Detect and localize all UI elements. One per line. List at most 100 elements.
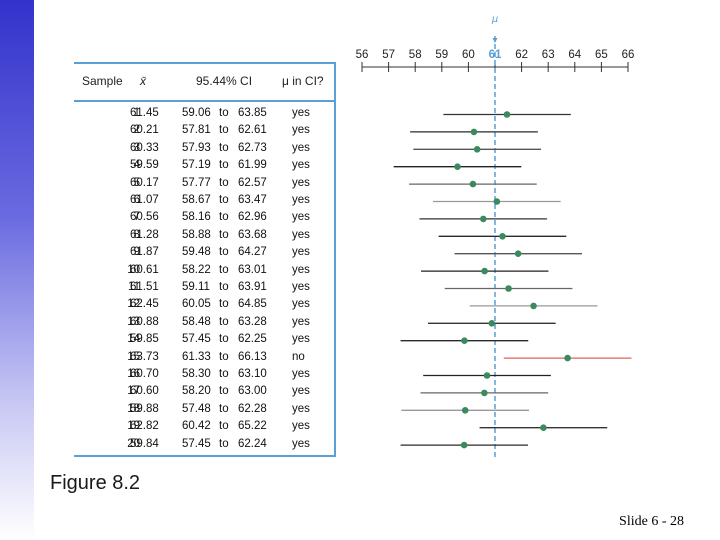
sample-mean-dot [461, 407, 469, 414]
sample-mean: 60.60 [130, 385, 159, 398]
ci-upper: 63.68 [238, 228, 267, 241]
ci-upper: 62.73 [238, 141, 267, 154]
ci-lower: 59.48 [182, 246, 211, 259]
header-sample: Sample [82, 74, 123, 88]
sample-number: 20 [127, 437, 140, 450]
sample-mean: 60.56 [130, 211, 159, 224]
sample-number: 2 [133, 124, 140, 137]
ci-lower: 57.81 [182, 124, 211, 137]
ci-upper: 63.91 [238, 281, 267, 293]
table-bottom-rule [74, 455, 334, 457]
sample-mean-dot [493, 198, 501, 205]
sample-mean: 59.85 [130, 333, 159, 346]
mu-label: μ [491, 14, 498, 25]
mu-in-ci: yes [292, 211, 310, 224]
ci-to: to [219, 228, 229, 241]
sample-number: 19 [127, 420, 140, 433]
mu-arrow-icon [492, 38, 498, 43]
sample-mean: 61.45 [130, 107, 159, 119]
ci-upper: 62.61 [238, 124, 267, 137]
sample-mean-dot [479, 215, 487, 223]
mu-in-ci: yes [292, 159, 310, 172]
ci-upper: 63.01 [238, 263, 267, 276]
ci-upper: 66.13 [238, 350, 267, 363]
ci-lower: 57.45 [182, 437, 211, 450]
table-row: 6 61.07 58.67 to 63.47 yes [74, 193, 334, 210]
slide-number: Slide 6 - 28 [619, 514, 684, 529]
ci-upper: 62.24 [238, 437, 267, 450]
mu-in-ci: yes [292, 246, 310, 259]
sample-mean: 59.88 [130, 402, 159, 415]
sample-number: 1 [133, 107, 140, 119]
ci-to: to [219, 315, 229, 328]
sample-mean-dot [481, 389, 488, 397]
sample-number: 18 [127, 402, 140, 415]
header-xbar: x̄ [140, 74, 146, 88]
ci-to: to [219, 298, 229, 311]
ci-lower: 60.42 [182, 420, 211, 433]
ci-to: to [219, 194, 229, 206]
ci-lower: 58.30 [182, 368, 211, 380]
sample-mean: 61.28 [130, 228, 159, 241]
mu-in-ci: yes [292, 281, 310, 293]
ci-to: to [219, 124, 229, 137]
sample-mean: 61.07 [130, 194, 159, 206]
header-ci: 95.44% CI [196, 74, 253, 88]
x-tick-label: 64 [568, 49, 581, 61]
ci-to: to [219, 402, 229, 415]
sample-mean-dot [469, 180, 477, 188]
sample-number: 4 [133, 159, 140, 172]
ci-lower: 58.48 [182, 315, 211, 328]
figure-label: Figure 8.2 [50, 472, 141, 494]
table-row: 2 60.21 57.81 to 62.61 yes [74, 123, 334, 140]
table-row: 9 61.87 59.48 to 64.27 yes [74, 245, 334, 262]
sample-mean-dot [564, 354, 571, 362]
ci-lower: 57.93 [182, 141, 211, 154]
sample-number: 5 [133, 176, 140, 189]
table-top-rule [74, 62, 334, 64]
mu-in-ci: yes [292, 315, 310, 328]
ci-lower: 57.19 [182, 159, 211, 172]
mu-in-ci: yes [292, 263, 310, 276]
ci-to: to [219, 176, 229, 189]
sample-number: 14 [127, 333, 140, 346]
mu-in-ci: no [292, 350, 305, 363]
sample-mean: 59.84 [130, 437, 159, 450]
sample-number: 6 [133, 194, 140, 206]
table-row: 14 59.85 57.45 to 62.25 yes [74, 332, 334, 349]
table-row: 11 61.51 59.11 to 63.91 yes [74, 280, 334, 297]
ci-lower: 57.48 [182, 402, 211, 415]
sample-mean-dot [460, 441, 468, 449]
ci-to: to [219, 246, 229, 259]
sample-number: 12 [127, 298, 140, 311]
ci-to: to [219, 141, 229, 154]
ci-to: to [219, 350, 229, 363]
sample-mean-dot [481, 267, 488, 275]
ci-lower: 58.22 [182, 263, 211, 276]
sample-mean: 62.82 [130, 420, 159, 433]
ci-lower: 60.05 [182, 298, 211, 311]
sample-mean: 61.87 [130, 246, 159, 259]
ci-lower: 58.67 [182, 194, 211, 206]
sample-number: 7 [133, 211, 140, 224]
ci-upper: 63.00 [238, 385, 267, 398]
sample-number: 17 [127, 385, 140, 398]
ci-upper: 62.57 [238, 176, 267, 189]
sample-mean: 63.73 [130, 350, 159, 363]
sample-mean-dot [530, 302, 537, 310]
ci-lower: 57.77 [182, 176, 211, 189]
table-row: 15 63.73 61.33 to 66.13 no [74, 350, 334, 367]
ci-lower: 57.45 [182, 333, 211, 346]
table-row: 1 61.45 59.06 to 63.85 yes [74, 106, 334, 123]
sample-mean: 59.59 [130, 159, 159, 172]
sample-number: 10 [127, 263, 140, 276]
sample-number: 15 [127, 350, 140, 363]
sample-mean-dot [454, 163, 461, 170]
mu-in-ci: yes [292, 385, 310, 398]
ci-to: to [219, 420, 229, 433]
sample-mean-dot [503, 111, 511, 118]
x-tick-label: 57 [382, 49, 395, 61]
sample-mean-dot [514, 250, 522, 257]
ci-upper: 63.28 [238, 315, 267, 328]
table-row: 20 59.84 57.45 to 62.24 yes [74, 437, 334, 454]
